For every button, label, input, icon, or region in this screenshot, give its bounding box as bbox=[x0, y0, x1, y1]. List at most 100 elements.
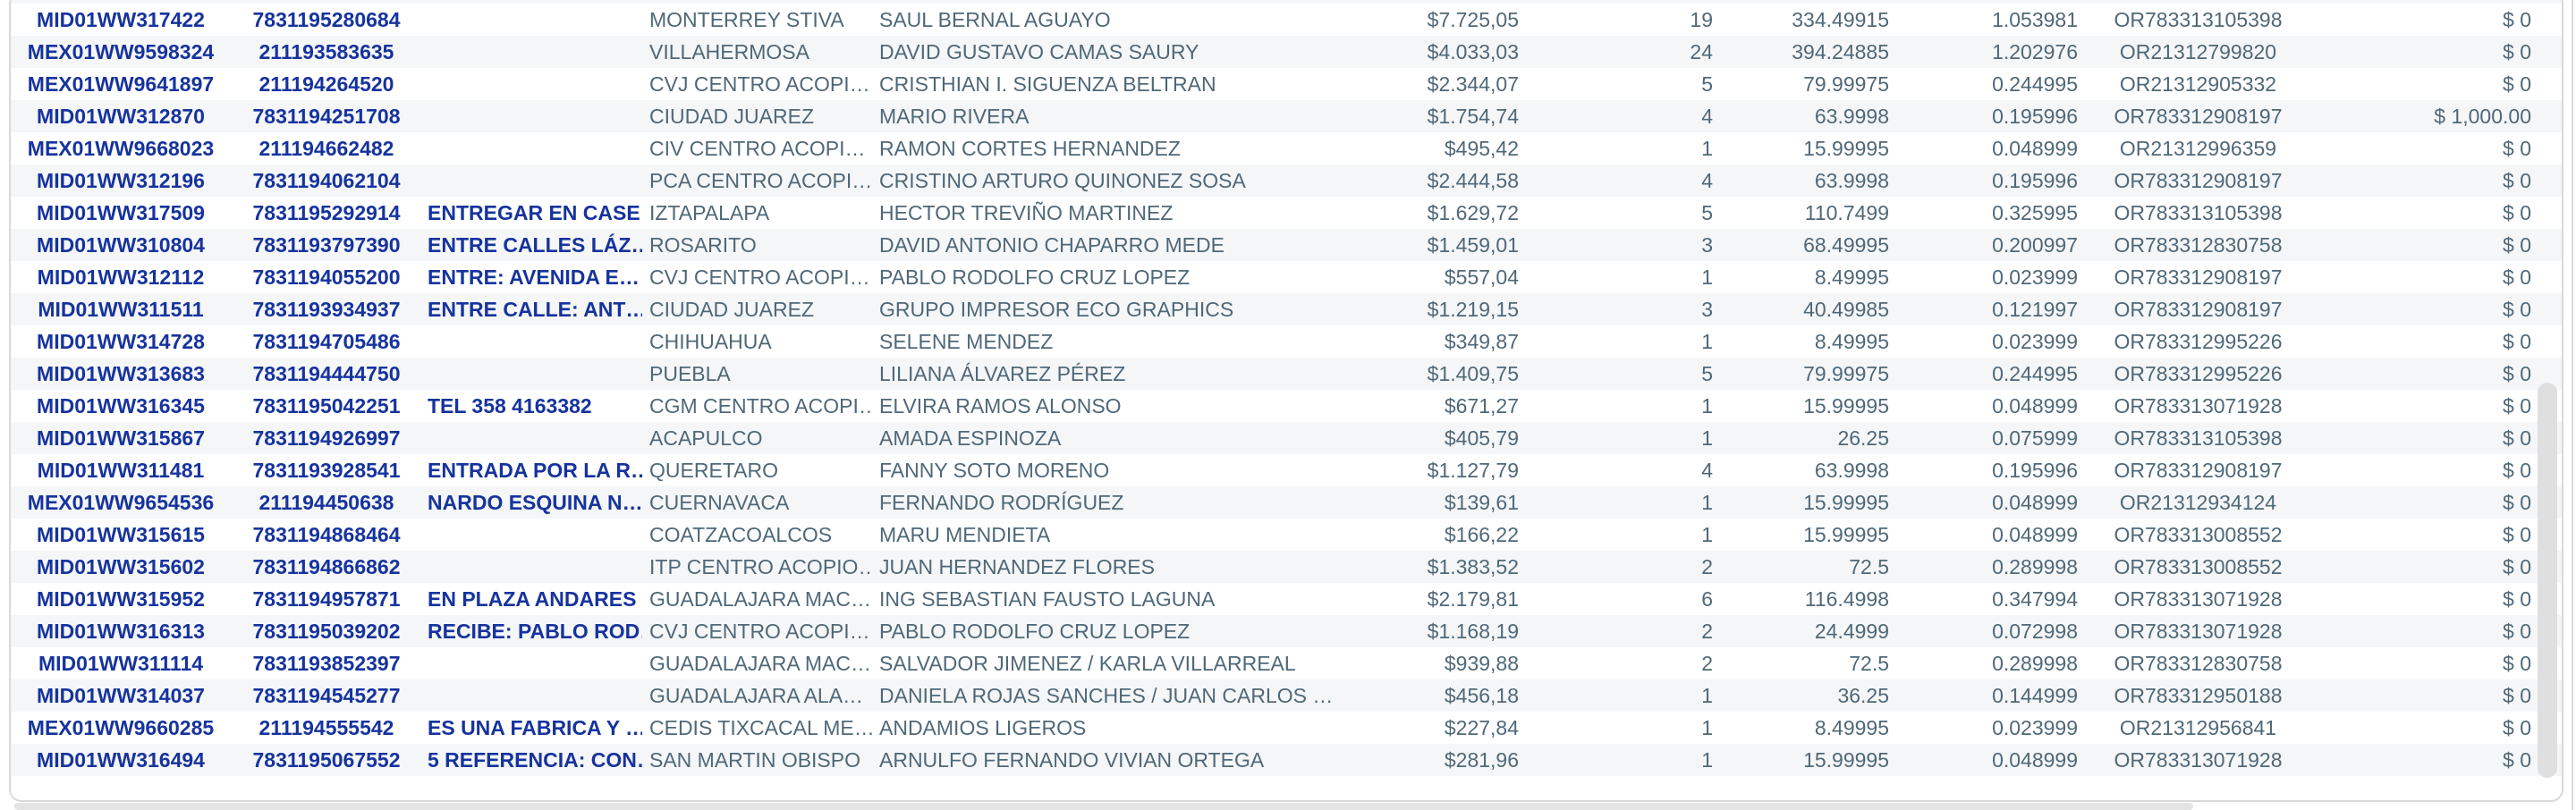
table-row[interactable]: MID01WW312112 7831194055200 ENTRE: AVENIDA… bbox=[11, 261, 2562, 293]
cell-tracking-number[interactable]: 7831195067552 bbox=[252, 748, 401, 772]
cell-tracking-number[interactable]: 7831195292914 bbox=[252, 201, 401, 224]
cell-tracking-number[interactable]: 7831194866862 bbox=[252, 555, 401, 578]
cell-shipment-id[interactable]: MID01WW315602 bbox=[37, 555, 205, 578]
cell-shipment-id[interactable]: MID01WW312870 bbox=[37, 105, 205, 128]
table-row[interactable]: MEX01WW9660285 211194555542 ES UNA FABRICA… bbox=[11, 712, 2562, 744]
cell-tracking-number[interactable]: 7831195039202 bbox=[252, 620, 401, 643]
cell-shipment-id[interactable]: MID01WW311481 bbox=[37, 459, 205, 482]
table-row[interactable]: MID01WW315867 7831194926997 ACAPULCO AMADA … bbox=[11, 422, 2562, 454]
cell-shipment-id[interactable]: MID01WW315952 bbox=[37, 587, 205, 611]
table-row[interactable]: MEX01WW9641897 211194264520 CVJ CENTRO ACO… bbox=[11, 68, 2562, 100]
cell-shipment-id[interactable]: MID01WW311511 bbox=[38, 298, 204, 321]
cell-weight: 8.49995 bbox=[1814, 716, 1889, 739]
cell-shipment-id[interactable]: MID01WW314037 bbox=[37, 684, 205, 707]
cell-shipment-id[interactable]: MEX01WW9598324 bbox=[27, 40, 215, 63]
table-row[interactable]: MID01WW316494 7831195067552 5 REFERENCIA: … bbox=[11, 744, 2562, 776]
cell-quantity: 5 bbox=[1701, 201, 1713, 224]
cell-address-note[interactable]: EN PLAZA ANDARES bbox=[428, 587, 637, 611]
cell-shipment-id[interactable]: MID01WW315615 bbox=[37, 523, 205, 546]
table-row[interactable]: MID01WW316313 7831195039202 RECIBE: PABLO … bbox=[11, 615, 2562, 647]
cell-shipment-id[interactable]: MID01WW317509 bbox=[37, 201, 205, 224]
cell-recipient-name: DAVID GUSTAVO CAMAS SAURY bbox=[879, 40, 1199, 63]
cell-address-note[interactable]: ENTRE CALLE: ANT… bbox=[428, 298, 642, 321]
table-row[interactable]: MID01WW316345 7831195042251 TEL 358 416338… bbox=[11, 390, 2562, 422]
cell-address-note[interactable]: RECIBE: PABLO ROD… bbox=[428, 620, 642, 643]
table-row[interactable]: MID01WW312196 7831194062104 PCA CENTRO ACO… bbox=[11, 165, 2562, 197]
table-row[interactable]: MID01WW310804 7831193797390 ENTRE CALLES L… bbox=[11, 229, 2562, 261]
cell-amount: $939,88 bbox=[1444, 652, 1519, 675]
cell-address-note[interactable]: 5 REFERENCIA: CON… bbox=[428, 748, 642, 772]
cell-shipment-id[interactable]: MID01WW311114 bbox=[38, 652, 204, 675]
table-row[interactable]: MEX01WW9654536 211194450638 NARDO ESQUINA … bbox=[11, 486, 2562, 519]
table-row[interactable]: MID01WW312870 7831194251708 CIUDAD JUAREZ M… bbox=[11, 100, 2562, 132]
table-row[interactable]: MID01WW311114 7831193852397 GUADALAJARA MA… bbox=[11, 647, 2562, 679]
cell-tracking-number[interactable]: 7831194868464 bbox=[252, 523, 401, 546]
table-row[interactable]: MID01WW315602 7831194866862 ITP CENTRO ACO… bbox=[11, 551, 2562, 583]
cell-shipment-id[interactable]: MID01WW312112 bbox=[37, 266, 205, 289]
cell-shipment-id[interactable]: MID01WW316313 bbox=[37, 620, 205, 643]
cell-city: ROSARITO bbox=[649, 233, 757, 257]
cell-tracking-number[interactable]: 7831194055200 bbox=[252, 266, 401, 289]
cell-shipment-id[interactable]: MEX01WW9654536 bbox=[27, 491, 215, 514]
cell-tracking-number[interactable]: 211194450638 bbox=[258, 491, 394, 514]
cell-tracking-number[interactable]: 7831193934937 bbox=[252, 298, 401, 321]
cell-address-note[interactable]: ENTRADA POR LA R… bbox=[428, 459, 642, 482]
cell-shipment-id[interactable]: MEX01WW9660285 bbox=[27, 716, 215, 739]
cell-extra-amount: $ 0 bbox=[2503, 137, 2531, 160]
cell-shipment-id[interactable]: MID01WW313683 bbox=[37, 362, 205, 385]
cell-shipment-id[interactable]: MEX01WW9641897 bbox=[27, 72, 215, 96]
cell-shipment-id[interactable]: MID01WW317422 bbox=[37, 8, 205, 31]
cell-coefficient: 0.195996 bbox=[1992, 169, 2078, 192]
cell-recipient-name: ELVIRA RAMOS ALONSO bbox=[879, 394, 1122, 418]
cell-address-note[interactable]: ENTRE: AVENIDA E… bbox=[428, 266, 640, 289]
cell-shipment-id[interactable]: MID01WW314728 bbox=[37, 330, 205, 353]
cell-shipment-id[interactable]: MID01WW316345 bbox=[37, 394, 205, 418]
cell-tracking-number[interactable]: 211194662482 bbox=[258, 137, 394, 160]
cell-city: CVJ CENTRO ACOPI… bbox=[649, 266, 870, 289]
cell-tracking-number[interactable]: 7831193797390 bbox=[252, 233, 401, 257]
cell-tracking-number[interactable]: 211194555542 bbox=[258, 716, 394, 739]
table-row[interactable]: MEX01WW9668023 211194662482 CIV CENTRO ACO… bbox=[11, 132, 2562, 165]
table-row[interactable]: MID01WW315615 7831194868464 COATZACOALCOS M… bbox=[11, 519, 2562, 551]
table-row[interactable]: MID01WW317422 7831195280684 MONTERREY STIV… bbox=[11, 4, 2562, 36]
vertical-scrollbar-thumb[interactable] bbox=[2538, 383, 2557, 778]
cell-amount: $2.344,07 bbox=[1427, 72, 1519, 96]
cell-shipment-id[interactable]: MID01WW312196 bbox=[37, 169, 205, 192]
cell-tracking-number[interactable]: 7831194705486 bbox=[252, 330, 401, 353]
table-row[interactable]: MID01WW314037 7831194545277 GUADALAJARA AL… bbox=[11, 679, 2562, 712]
cell-tracking-number[interactable]: 7831195042251 bbox=[252, 394, 401, 418]
table-row[interactable]: MEX01WW9598324 211193583635 VILLAHERMOSA DA… bbox=[11, 36, 2562, 68]
cell-tracking-number[interactable]: 7831194545277 bbox=[252, 684, 401, 707]
cell-recipient-name: JUAN HERNANDEZ FLORES bbox=[879, 555, 1155, 578]
cell-address-note[interactable]: ENTREGAR EN CASE… bbox=[428, 201, 642, 224]
table-row[interactable]: MID01WW313683 7831194444750 PUEBLA LILIANA … bbox=[11, 358, 2562, 390]
cell-tracking-number[interactable]: 7831194251708 bbox=[252, 105, 401, 128]
cell-shipment-id[interactable]: MID01WW315867 bbox=[37, 426, 205, 450]
cell-tracking-number[interactable]: 7831194957871 bbox=[252, 587, 401, 611]
table-row[interactable]: MID01WW311511 7831193934937 ENTRE CALLE: A… bbox=[11, 293, 2562, 325]
cell-tracking-number[interactable]: 7831194062104 bbox=[252, 169, 401, 192]
cell-tracking-number[interactable]: 7831194444750 bbox=[252, 362, 401, 385]
cell-shipment-id[interactable]: MID01WW316494 bbox=[37, 748, 205, 772]
cell-quantity: 2 bbox=[1701, 555, 1713, 578]
cell-shipment-id[interactable]: MID01WW310804 bbox=[37, 233, 205, 257]
cell-tracking-number[interactable]: 7831194926997 bbox=[252, 426, 401, 450]
cell-tracking-number[interactable]: 7831193928541 bbox=[252, 459, 401, 482]
cell-address-note[interactable]: TEL 358 4163382 bbox=[428, 394, 592, 418]
table-row[interactable]: MID01WW314728 7831194705486 CHIHUAHUA SELEN… bbox=[11, 325, 2562, 358]
horizontal-scrollbar-thumb[interactable] bbox=[14, 803, 2193, 810]
cell-address-note[interactable]: ENTRE CALLES LÁZ… bbox=[428, 233, 642, 257]
cell-or-number: OR783313008552 bbox=[2114, 555, 2283, 578]
cell-address-note[interactable]: NARDO ESQUINA N… bbox=[428, 491, 642, 514]
cell-shipment-id[interactable]: MEX01WW9668023 bbox=[27, 137, 215, 160]
cell-address-note[interactable]: ES UNA FABRICA Y … bbox=[428, 716, 642, 739]
cell-amount: $1.383,52 bbox=[1427, 555, 1519, 578]
table-row[interactable]: MID01WW317509 7831195292914 ENTREGAR EN CA… bbox=[11, 197, 2562, 229]
cell-city: GUADALAJARA ALA… bbox=[649, 684, 864, 707]
cell-tracking-number[interactable]: 211193583635 bbox=[258, 40, 394, 63]
cell-tracking-number[interactable]: 7831193852397 bbox=[252, 652, 401, 675]
cell-tracking-number[interactable]: 7831195280684 bbox=[252, 8, 401, 31]
table-row[interactable]: MID01WW315952 7831194957871 EN PLAZA ANDAR… bbox=[11, 583, 2562, 615]
cell-tracking-number[interactable]: 211194264520 bbox=[258, 72, 394, 96]
table-row[interactable]: MID01WW311481 7831193928541 ENTRADA POR LA… bbox=[11, 454, 2562, 486]
